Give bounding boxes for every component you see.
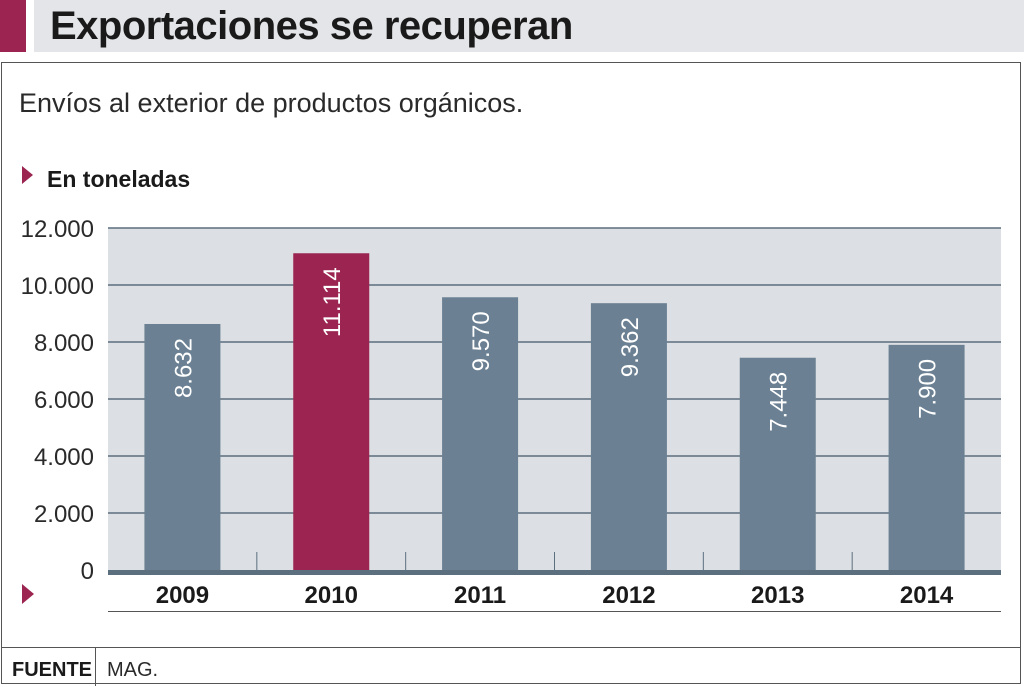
footer-rule [1, 647, 1021, 648]
y-tick-label: 6.000 [34, 387, 94, 414]
x-axis-arrow-icon [22, 584, 34, 604]
bar-value-label: 7.900 [915, 359, 942, 419]
y-axis-ticks: 0 2.000 4.000 6.000 8.000 10.000 12.000 [21, 216, 94, 585]
bar-2009 [144, 323, 221, 570]
x-tick-label: 2011 [454, 582, 506, 609]
x-axis-baseline [108, 570, 1001, 575]
unit-arrow-icon [22, 166, 33, 184]
source-divider [95, 648, 96, 686]
y-tick-label: 0 [81, 558, 94, 585]
x-tick-label: 2010 [305, 582, 358, 609]
unit-label: En toneladas [47, 166, 191, 192]
y-tick-label: 8.000 [34, 330, 94, 357]
chart-frame [1, 62, 1021, 684]
bar-2013 [739, 357, 816, 570]
bar-value-label: 8.632 [170, 338, 197, 398]
chart-title: Exportaciones se recuperan [50, 4, 573, 48]
bar-2012 [590, 303, 667, 570]
title-accent-block [0, 0, 26, 52]
chart-subtitle: Envíos al exterior de productos orgánico… [19, 88, 524, 118]
bar-value-label: 9.362 [617, 317, 644, 377]
baseline [108, 552, 1001, 575]
bar-value-label: 9.570 [468, 311, 495, 371]
x-tick-label: 2012 [602, 582, 655, 609]
y-tick-label: 2.000 [34, 501, 94, 528]
y-tick-label: 12.000 [21, 216, 94, 243]
x-axis-ticks: 2009 2010 2011 2012 2013 2014 [156, 582, 954, 609]
bars [144, 253, 965, 570]
y-tick-label: 10.000 [21, 273, 94, 300]
x-tick-label: 2009 [156, 582, 209, 609]
title-background [34, 0, 1024, 52]
title-bar: Exportaciones se recuperan [0, 0, 1024, 52]
x-axis-rule [108, 611, 1001, 612]
bar-2014 [888, 344, 965, 570]
gridlines [108, 227, 1001, 514]
bar-value-labels: 8.632 11.114 9.570 9.362 7.448 7.900 [170, 267, 941, 432]
x-tick-label: 2014 [900, 582, 954, 609]
bar-2010 [293, 253, 370, 570]
x-tick-label: 2013 [751, 582, 804, 609]
bar-value-label: 11.114 [319, 267, 346, 337]
bar-value-label: 7.448 [766, 372, 793, 432]
y-tick-label: 4.000 [34, 444, 94, 471]
bar-2011 [442, 297, 519, 570]
source-value: MAG. [107, 659, 159, 681]
source-label: FUENTE [12, 659, 92, 681]
